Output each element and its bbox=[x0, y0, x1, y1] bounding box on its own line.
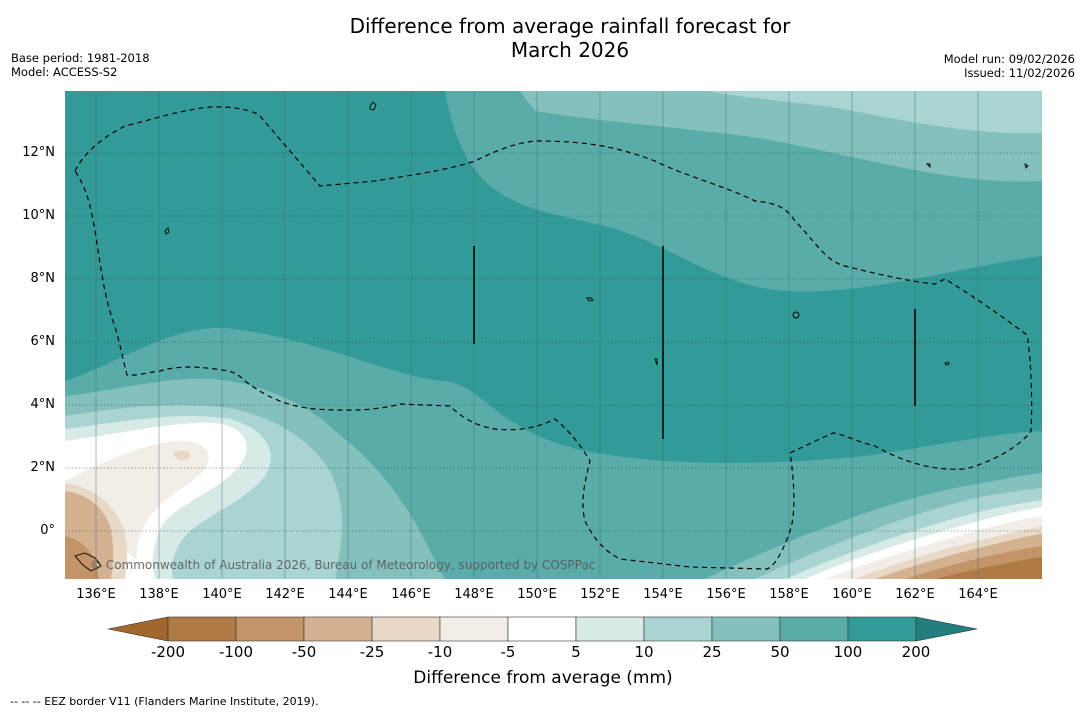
rainfall-map bbox=[65, 91, 1042, 579]
eez-footnote: -- -- -- EEZ border V11 (Flanders Marine… bbox=[10, 695, 319, 708]
colorbar-label: -10 bbox=[427, 643, 453, 661]
band-minus10-patch bbox=[173, 450, 191, 461]
lon-label: 136°E bbox=[76, 587, 116, 602]
colorbar-swatch bbox=[507, 616, 577, 642]
colorbar-label: -25 bbox=[359, 643, 385, 661]
lon-label: 164°E bbox=[958, 587, 998, 602]
islands bbox=[74, 101, 1029, 572]
band-minus50-sw bbox=[65, 536, 99, 579]
colorbar-swatch bbox=[711, 616, 781, 642]
copyright-notice: © Commonwealth of Australia 2026, Bureau… bbox=[90, 558, 596, 572]
lat-label: 12°N bbox=[22, 145, 55, 160]
lon-label: 144°E bbox=[328, 587, 368, 602]
lon-label: 148°E bbox=[454, 587, 494, 602]
lon-label: 140°E bbox=[202, 587, 242, 602]
colorbar-label: 200 bbox=[901, 643, 931, 661]
colorbar-label: 50 bbox=[770, 643, 790, 661]
lon-label: 162°E bbox=[895, 587, 935, 602]
title-line-2: March 2026 bbox=[510, 38, 630, 62]
model-name: Model: ACCESS-S2 bbox=[11, 65, 118, 79]
model-run: Model run: 09/02/2026 bbox=[943, 52, 1075, 66]
lat-label: 10°N bbox=[22, 208, 55, 223]
colorbar-swatch bbox=[915, 616, 978, 642]
lon-label: 142°E bbox=[265, 587, 305, 602]
colorbar-swatch bbox=[643, 616, 713, 642]
colorbar-label: -50 bbox=[291, 643, 317, 661]
colorbar-swatch bbox=[439, 616, 509, 642]
lon-label: 150°E bbox=[517, 587, 557, 602]
lon-label: 138°E bbox=[139, 587, 179, 602]
colorbar-swatch bbox=[575, 616, 645, 642]
colorbar-label: 10 bbox=[634, 643, 654, 661]
lat-label: 0° bbox=[40, 523, 55, 538]
band-10-25-north bbox=[710, 91, 1042, 134]
boundary-lines bbox=[473, 246, 916, 439]
colorbar-label: -5 bbox=[500, 643, 516, 661]
lon-label: 154°E bbox=[643, 587, 683, 602]
lon-label: 156°E bbox=[706, 587, 746, 602]
map-title: Difference from average rainfall forecas… bbox=[270, 14, 870, 62]
colorbar-label: 5 bbox=[571, 643, 581, 661]
lat-label: 8°N bbox=[30, 271, 56, 286]
lon-label: 158°E bbox=[769, 587, 809, 602]
colorbar-swatch bbox=[303, 616, 373, 642]
lat-label: 6°N bbox=[30, 334, 56, 349]
title-line-1: Difference from average rainfall forecas… bbox=[349, 14, 791, 38]
colorbar-swatch bbox=[847, 616, 917, 642]
colorbar-label: -100 bbox=[218, 643, 254, 661]
issued-date: Issued: 11/02/2026 bbox=[964, 66, 1075, 80]
colorbar-swatch bbox=[371, 616, 441, 642]
eez-border bbox=[74, 106, 1033, 570]
map-panel bbox=[65, 91, 1042, 579]
colorbar-title: Difference from average (mm) bbox=[413, 668, 673, 688]
meta-right: Model run: 09/02/2026 Issued: 11/02/2026 bbox=[944, 52, 1075, 80]
lat-label: 2°N bbox=[30, 460, 56, 475]
colorbar bbox=[108, 616, 978, 642]
colorbar-label: 100 bbox=[833, 643, 863, 661]
colorbar-label: 25 bbox=[702, 643, 722, 661]
colorbar-swatch bbox=[779, 616, 849, 642]
band-minus100-se bbox=[935, 557, 1042, 579]
meta-left: Base period: 1981-2018 Model: ACCESS-S2 bbox=[11, 51, 150, 79]
lon-label: 146°E bbox=[391, 587, 431, 602]
colorbar-label: -200 bbox=[150, 643, 186, 661]
base-period: Base period: 1981-2018 bbox=[11, 51, 150, 65]
lon-label: 152°E bbox=[580, 587, 620, 602]
colorbar-swatch bbox=[235, 616, 305, 642]
lon-label: 160°E bbox=[832, 587, 872, 602]
colorbar-swatch bbox=[108, 616, 169, 642]
lat-label: 4°N bbox=[30, 397, 56, 412]
colorbar-swatch bbox=[167, 616, 237, 642]
